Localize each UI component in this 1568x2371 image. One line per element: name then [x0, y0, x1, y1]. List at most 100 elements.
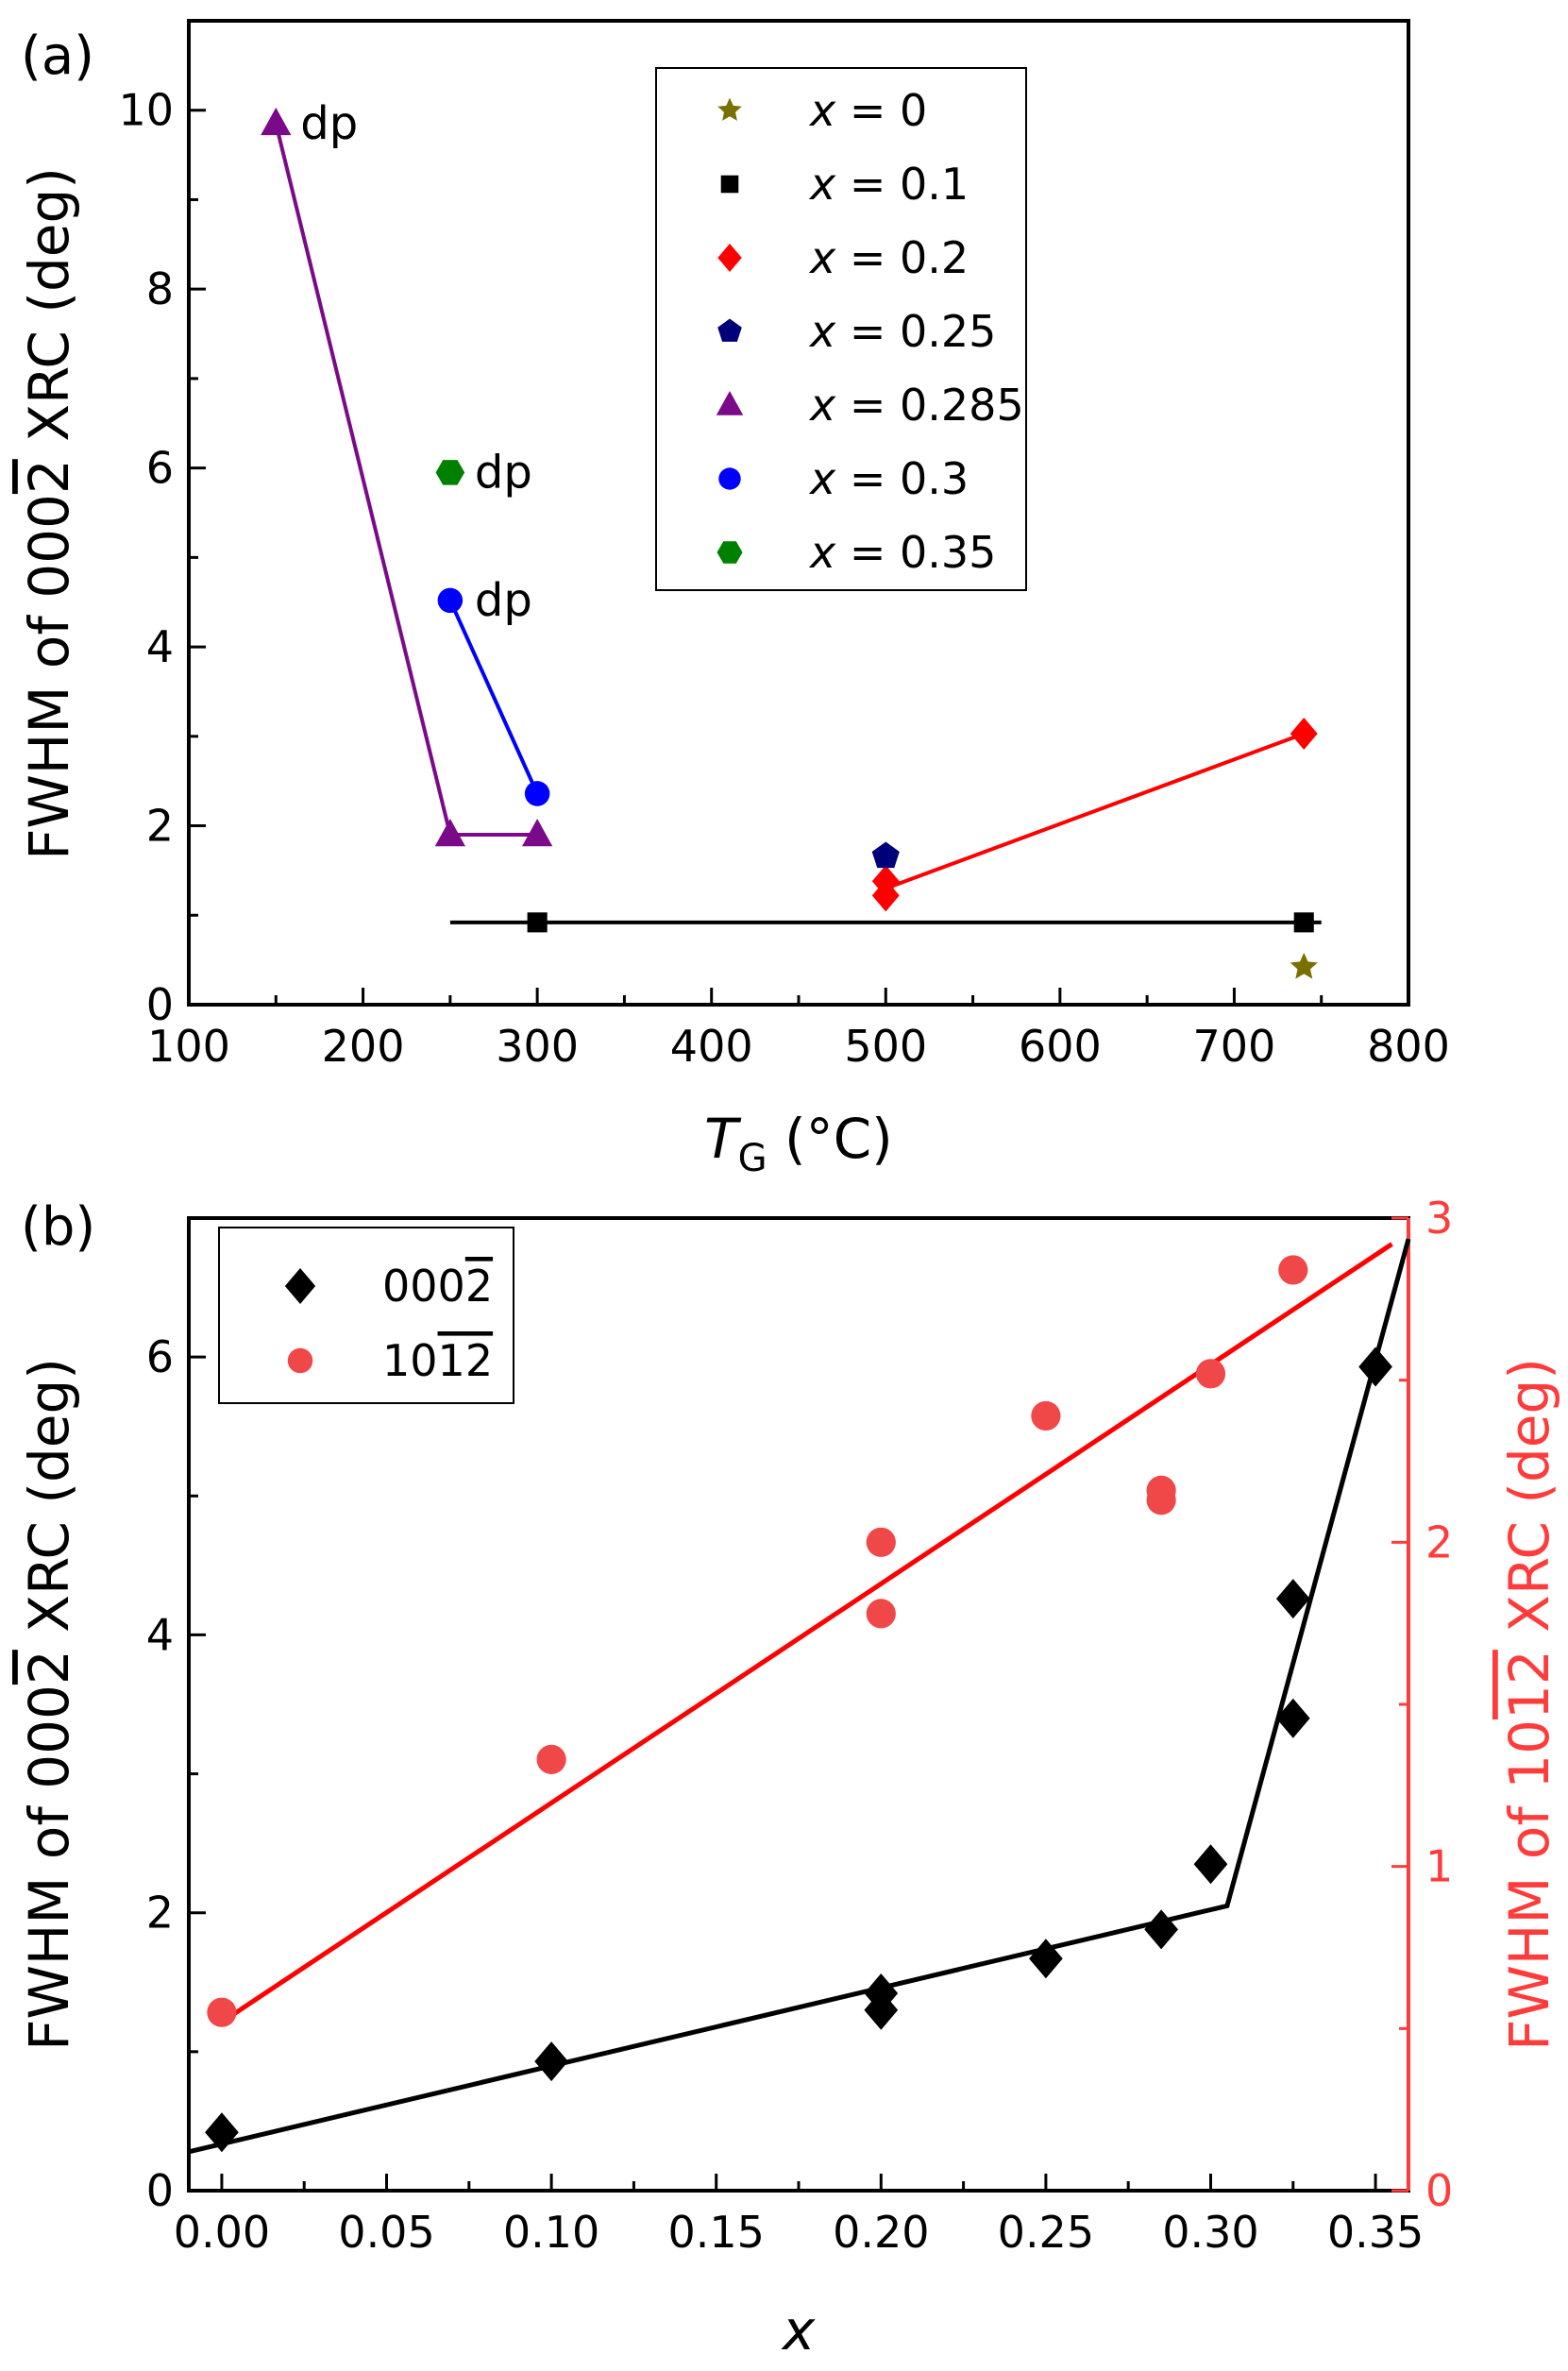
panel-a-dp-annotation: dp	[475, 446, 532, 499]
panel-a-legend-box	[655, 67, 1027, 591]
panel-b-black-data-point	[864, 1973, 899, 2014]
panel-a-x-tick-label: 600	[1019, 1021, 1102, 1072]
panel-a-data-point	[434, 819, 466, 847]
panel-a-legend-marker	[718, 467, 741, 490]
panel-a-legend-label: x = 0	[808, 85, 927, 136]
panel-a-x-axis-label: TG (°C)	[704, 1107, 893, 1180]
panel-b-y-right-tick-label: 3	[1425, 1193, 1453, 1244]
panel-b-x-tick-label: 0.00	[174, 2207, 270, 2258]
panel-a-y-axis-label: FWHM of 0002 XRC (deg)	[17, 167, 81, 860]
panel-b-red-data-point	[866, 1527, 896, 1557]
panel-a-points	[261, 107, 1318, 979]
panel-a-data-point	[521, 819, 553, 847]
panel-b-x-tick-label: 0.05	[338, 2207, 434, 2258]
panel-b-x-tick-label: 0.25	[998, 2207, 1094, 2258]
panel-a-legend-label: x = 0.3	[808, 453, 969, 504]
panel-a-legend-marker	[717, 541, 743, 564]
panel-b-legend: 0002 1012	[218, 1227, 514, 1404]
panel-a-dp-annotation: dp	[300, 97, 358, 150]
panel-a-x-tick-label: 100	[147, 1021, 230, 1072]
panel-a-legend-marker	[717, 244, 742, 272]
panel-b-black-data-point	[1144, 1909, 1178, 1950]
panel-a-legend-label: x = 0.25	[808, 306, 996, 357]
panel-b-y-left-tick-label: 6	[146, 1331, 174, 1382]
panel-b-y-right-tick-label: 0	[1425, 2165, 1453, 2216]
panel-b-legend-label: 1012	[382, 1335, 493, 1386]
panel-b-black-data-point	[534, 2041, 568, 2082]
panel-b: (b) 0.00 0.05 0.10 0.15 0.20 0.25 0.30 0.350246…	[17, 1193, 1561, 2363]
panel-b-y-axis-label-left: FWHM of 0002 XRC (deg)	[17, 1358, 81, 2051]
panel-b-x-tick-label: 0.35	[1327, 2207, 1424, 2258]
panel-b-x-tick-label: 0.15	[667, 2207, 764, 2258]
panel-b-label: (b)	[21, 1196, 95, 1258]
panel-a-legend-marker	[717, 318, 742, 342]
panel-b-x-tick-label: 0.10	[503, 2207, 599, 2258]
panel-b-red-data-point	[866, 1599, 896, 1629]
panel-b-red-data-point	[1031, 1400, 1061, 1431]
panel-a-legend-marker	[716, 391, 744, 415]
panel-a-y-tick-label: 8	[146, 263, 174, 314]
panel-a-y-tick-label: 0	[146, 979, 174, 1030]
panel-a-y-tick-label: 4	[146, 621, 174, 672]
panel-a-ticks: 100 200 300 400 500 600 700 800 0 2 4 6 8 10	[118, 19, 1450, 1072]
panel-a-legend-label: x = 0.285	[808, 380, 1024, 431]
panel-a-legend-marker	[717, 97, 742, 121]
panel-a-data-point	[435, 460, 465, 485]
panel-a-data-point	[1290, 717, 1318, 750]
panel-b-y-right-tick-label: 2	[1425, 1516, 1453, 1567]
panel-b-y-left-tick-label: 2	[146, 1888, 174, 1939]
panel-b-legend-marker	[287, 1347, 313, 1374]
panel-a-data-point	[261, 107, 292, 136]
panel-b-red-data-point	[207, 1997, 237, 2027]
panel-b-black-data-point	[1358, 1346, 1392, 1387]
panel-a-data-point	[871, 841, 900, 869]
panel-a-data-point	[437, 587, 464, 614]
panel-a-x-tick-label: 700	[1193, 1021, 1276, 1072]
panel-b-black-data-point	[1193, 1844, 1228, 1885]
panel-a-data-point	[1293, 912, 1314, 933]
panel-b-red-data-point	[1146, 1475, 1176, 1505]
panel-b-red-data-point	[536, 1744, 566, 1774]
panel-a-x-tick-label: 400	[670, 1021, 753, 1072]
panel-b-black-data-point	[1275, 1579, 1310, 1619]
panel-a-legend: x = 0 x = 0.1 x = 0.2 x = 0.25 x = 0.285 x = …	[655, 67, 1027, 591]
panel-a-y-tick-label: 6	[146, 443, 174, 494]
panel-b-red-data-point	[1195, 1359, 1226, 1389]
panel-b-y-left-tick-label: 4	[146, 1609, 174, 1660]
panel-a-x-tick-label: 300	[496, 1021, 579, 1072]
panel-b-y-left-tick-label: 0	[146, 2165, 174, 2216]
panel-a-data-point	[871, 865, 900, 898]
panel-a-legend-label: x = 0.1	[808, 159, 969, 210]
panel-a-data-point	[524, 781, 550, 806]
panel-b-black-data-point	[205, 2112, 239, 2153]
panel-a-data-point	[527, 912, 548, 933]
panel-a-annotations: dp dp dp	[300, 97, 532, 627]
panel-a-legend-marker	[720, 175, 739, 194]
panel-a-y-tick-label: 10	[118, 85, 174, 136]
panel-b-black-data-point	[1275, 1698, 1310, 1738]
panel-b-points	[205, 1255, 1392, 2153]
panel-b-y-right-tick-label: 1	[1425, 1841, 1453, 1892]
panel-a: (a) 100 200 300 400 500 600 700 800 0 2 4 6 8 10 dp dp…	[17, 19, 1450, 1180]
panel-a-x-tick-label: 800	[1367, 1021, 1450, 1072]
panel-a-legend-label: x = 0.2	[808, 232, 969, 283]
panel-a-y-tick-label: 2	[146, 801, 174, 852]
panel-b-legend-box	[218, 1227, 514, 1404]
panel-a-series-line	[885, 732, 1305, 890]
panel-b-black-data-point	[1029, 1939, 1063, 1979]
panel-b-y-axis-label-right: FWHM of 1012 XRC (deg)	[1497, 1358, 1561, 2051]
panel-b-black-fit-line	[188, 1238, 1411, 2155]
panel-a-data-point	[1290, 952, 1318, 979]
panel-b-legend-label: 0002	[382, 1261, 493, 1312]
panel-b-x-tick-label: 0.20	[833, 2207, 929, 2258]
panel-a-legend-label: x = 0.35	[808, 527, 996, 578]
panel-a-series-line	[448, 599, 539, 795]
panel-a-x-tick-label: 500	[844, 1021, 927, 1072]
panel-a-label: (a)	[21, 25, 94, 87]
panel-b-x-axis-label: x	[781, 2298, 816, 2363]
panel-b-x-tick-label: 0.30	[1162, 2207, 1258, 2258]
panel-a-x-tick-label: 200	[322, 1021, 405, 1072]
panel-b-red-data-point	[1278, 1255, 1308, 1285]
